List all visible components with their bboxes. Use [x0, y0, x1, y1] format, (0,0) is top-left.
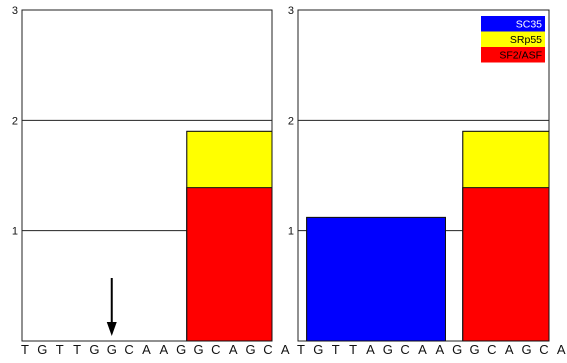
sequence-letter: A [142, 342, 151, 357]
sequence-letter: C [539, 342, 548, 357]
sequence-letter: G [313, 342, 323, 357]
legend-swatch [481, 16, 545, 32]
sequence-letter: A [435, 342, 444, 357]
sequence-letter: G [383, 342, 393, 357]
sequence-letter: A [229, 342, 238, 357]
sequence-letter: T [21, 342, 29, 357]
sequence-letter: G [176, 342, 186, 357]
legend-label: SRp55 [510, 34, 542, 46]
bar-sc35 [306, 216, 446, 342]
sequence-letter: C [263, 342, 272, 357]
sequence-letter: C [124, 342, 133, 357]
arrow-head [106, 322, 117, 336]
sequence-letter: G [89, 342, 99, 357]
sequence-letter: T [349, 342, 357, 357]
sequence-letter: C [400, 342, 409, 357]
y-tick-label: 2 [12, 115, 18, 127]
y-tick-label: 1 [12, 226, 18, 238]
sequence-letter: T [56, 342, 64, 357]
sequence-letter: C [211, 342, 220, 357]
sequence-letter: G [245, 342, 255, 357]
bar-sf2-asf [462, 187, 550, 342]
y-tick-label: 3 [12, 5, 18, 17]
sequence-letter: A [366, 342, 375, 357]
sequence-letter: A [159, 342, 168, 357]
y-tick-label: 3 [288, 5, 294, 17]
sequence-letter: G [107, 342, 117, 357]
legend-label: SF2/ASF [499, 50, 542, 62]
sequence-letter: G [469, 342, 479, 357]
sequence-letter: T [332, 342, 340, 357]
sequence-letter: A [418, 342, 427, 357]
sequence-letter: T [297, 342, 305, 357]
sequence-letter: G [452, 342, 462, 357]
sequence-letter: G [37, 342, 47, 357]
bar-sf2-asf [186, 187, 273, 342]
legend-label: SC35 [516, 19, 542, 31]
sequence-letter: G [521, 342, 531, 357]
y-tick-label: 1 [288, 226, 294, 238]
legend-swatch [481, 47, 545, 63]
sequence-letter: T [73, 342, 81, 357]
legend: SC35 SRp55 SF2/ASF [481, 16, 545, 63]
sequence-letter: C [487, 342, 496, 357]
y-tick-label: 2 [288, 115, 294, 127]
sequence-letter: A [557, 342, 566, 357]
sequence-letter: A [505, 342, 514, 357]
legend-swatch [481, 31, 545, 47]
sequence-letter: A [281, 342, 290, 357]
sequence-letter: G [193, 342, 203, 357]
